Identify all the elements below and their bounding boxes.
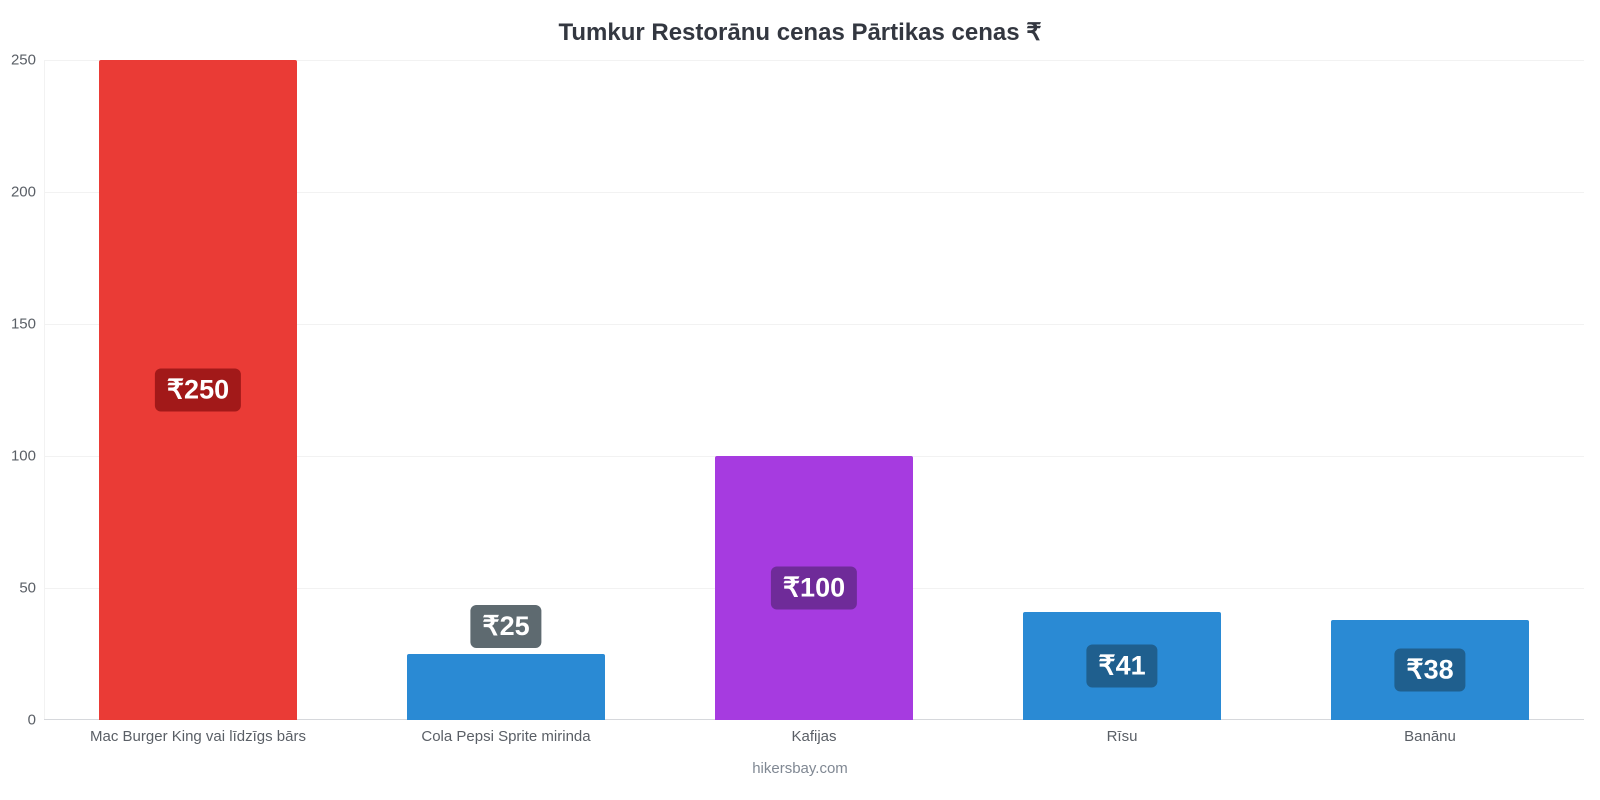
value-badge: ₹100 xyxy=(771,567,857,610)
bar-slot: ₹41 xyxy=(968,60,1276,720)
bar-slot: ₹100 xyxy=(660,60,968,720)
x-axis-label: Rīsu xyxy=(968,720,1276,754)
value-badge: ₹38 xyxy=(1394,648,1465,691)
value-badge: ₹250 xyxy=(155,369,241,412)
bar-slot: ₹250 xyxy=(44,60,352,720)
y-tick-label: 100 xyxy=(0,448,36,465)
x-axis-label: Cola Pepsi Sprite mirinda xyxy=(352,720,660,754)
x-axis-label: Kafijas xyxy=(660,720,968,754)
y-tick-label: 50 xyxy=(0,580,36,597)
bar-slot: ₹38 xyxy=(1276,60,1584,720)
plot-area: ₹250 ₹25 ₹100 ₹41 ₹38 xyxy=(44,60,1584,720)
y-tick-label: 0 xyxy=(0,712,36,729)
x-axis-labels: Mac Burger King vai līdzīgs bārsCola Pep… xyxy=(44,720,1584,754)
bars-group: ₹250 ₹25 ₹100 ₹41 ₹38 xyxy=(44,60,1584,720)
value-badge: ₹25 xyxy=(470,605,541,648)
bar-slot: ₹25 xyxy=(352,60,660,720)
x-axis-label: Banānu xyxy=(1276,720,1584,754)
y-tick-label: 200 xyxy=(0,184,36,201)
chart-container: Tumkur Restorānu cenas Pārtikas cenas ₹ … xyxy=(0,0,1600,800)
y-tick-label: 250 xyxy=(0,52,36,69)
attribution-text: hikersbay.com xyxy=(0,760,1600,777)
value-badge: ₹41 xyxy=(1086,644,1157,687)
bar xyxy=(407,654,604,720)
x-axis-label: Mac Burger King vai līdzīgs bārs xyxy=(44,720,352,754)
chart-title: Tumkur Restorānu cenas Pārtikas cenas ₹ xyxy=(0,0,1600,53)
y-tick-label: 150 xyxy=(0,316,36,333)
